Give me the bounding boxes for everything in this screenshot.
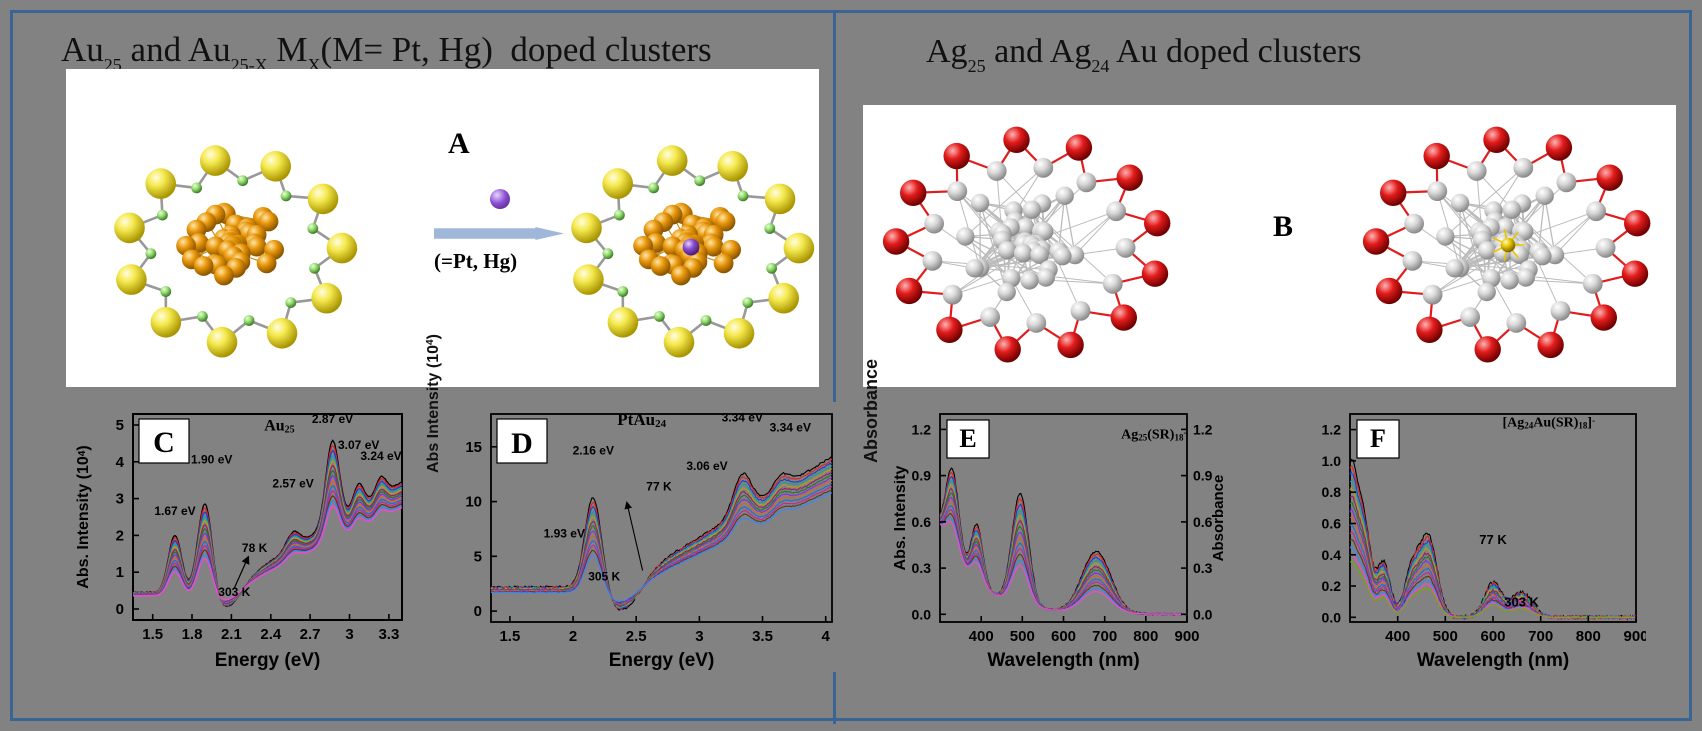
svg-text:2.1: 2.1: [221, 626, 242, 643]
svg-text:2.4: 2.4: [260, 626, 282, 643]
svg-text:700: 700: [1092, 628, 1117, 645]
svg-text:1.2: 1.2: [1193, 421, 1213, 437]
svg-text:Abs. Intensity (104): Abs. Intensity (104): [75, 445, 92, 588]
svg-text:1.0: 1.0: [1322, 453, 1342, 469]
svg-text:0.8: 0.8: [1322, 484, 1342, 500]
svg-text:E: E: [959, 424, 976, 453]
svg-text:3: 3: [345, 626, 353, 643]
svg-text:Abs. Intensity: Abs. Intensity: [894, 465, 909, 570]
svg-text:0: 0: [474, 603, 482, 620]
svg-text:Energy (eV): Energy (eV): [609, 650, 715, 671]
svg-text:0.0: 0.0: [912, 606, 932, 622]
svg-text:4: 4: [116, 454, 125, 471]
svg-text:4: 4: [822, 628, 831, 645]
svg-text:303 K: 303 K: [1504, 594, 1539, 609]
svg-text:800: 800: [1576, 628, 1601, 645]
svg-text:Wavelength (nm): Wavelength (nm): [987, 650, 1139, 671]
svg-text:0: 0: [116, 601, 124, 618]
svg-text:1.93 eV: 1.93 eV: [544, 527, 585, 541]
svg-text:3.34 eV: 3.34 eV: [770, 421, 811, 435]
svg-text:3: 3: [116, 491, 124, 508]
svg-text:2.87 eV: 2.87 eV: [312, 412, 353, 426]
svg-text:Absorbance: Absorbance: [1210, 475, 1227, 562]
svg-text:600: 600: [1051, 628, 1076, 645]
svg-text:Energy (eV): Energy (eV): [215, 650, 321, 671]
svg-text:500: 500: [1010, 628, 1035, 645]
svg-text:3.06 eV: 3.06 eV: [686, 459, 727, 473]
svg-text:Wavelength (nm): Wavelength (nm): [1417, 650, 1569, 671]
svg-text:400: 400: [969, 628, 994, 645]
svg-text:3.5: 3.5: [752, 628, 773, 645]
svg-text:77 K: 77 K: [1479, 532, 1507, 547]
svg-text:77 K: 77 K: [646, 480, 672, 494]
svg-text:700: 700: [1528, 628, 1553, 645]
svg-text:800: 800: [1133, 628, 1158, 645]
svg-text:1.67 eV: 1.67 eV: [154, 504, 195, 518]
svg-text:500: 500: [1433, 628, 1458, 645]
svg-text:305 K: 305 K: [588, 569, 620, 583]
svg-text:78 K: 78 K: [242, 541, 268, 555]
svg-text:0.0: 0.0: [1193, 606, 1213, 622]
svg-text:900: 900: [1174, 628, 1199, 645]
svg-text:5: 5: [474, 548, 482, 565]
svg-text:1.5: 1.5: [142, 626, 163, 643]
svg-text:5: 5: [116, 417, 124, 434]
svg-text:0.2: 0.2: [1322, 578, 1342, 594]
svg-text:0.3: 0.3: [912, 560, 932, 576]
svg-text:15: 15: [465, 439, 482, 456]
svg-text:3: 3: [695, 628, 703, 645]
svg-text:1.90 eV: 1.90 eV: [191, 453, 232, 467]
svg-text:3.34 eV: 3.34 eV: [722, 411, 763, 425]
svg-text:3.24 eV: 3.24 eV: [360, 449, 401, 463]
svg-text:2.5: 2.5: [626, 628, 647, 645]
svg-text:2.7: 2.7: [300, 626, 321, 643]
svg-text:0.6: 0.6: [912, 514, 932, 530]
svg-text:600: 600: [1480, 628, 1505, 645]
svg-text:0.9: 0.9: [912, 468, 932, 484]
svg-text:0.4: 0.4: [1322, 547, 1342, 563]
svg-text:1.2: 1.2: [1322, 422, 1342, 438]
svg-text:10: 10: [465, 494, 482, 511]
svg-text:C: C: [153, 426, 175, 459]
svg-text:2.16 eV: 2.16 eV: [573, 444, 614, 458]
svg-text:0.3: 0.3: [1193, 560, 1213, 576]
svg-text:400: 400: [1385, 628, 1410, 645]
svg-text:2: 2: [116, 527, 124, 544]
svg-text:3.3: 3.3: [378, 626, 399, 643]
svg-text:0.6: 0.6: [1322, 516, 1342, 532]
svg-text:1.8: 1.8: [182, 626, 203, 643]
svg-text:2.57 eV: 2.57 eV: [272, 477, 313, 491]
svg-text:F: F: [1370, 424, 1386, 453]
svg-text:900: 900: [1623, 628, 1646, 645]
svg-text:2: 2: [569, 628, 577, 645]
svg-text:1.2: 1.2: [912, 421, 932, 437]
svg-text:0.0: 0.0: [1322, 609, 1342, 625]
svg-text:1.5: 1.5: [499, 628, 520, 645]
svg-text:1: 1: [116, 564, 124, 581]
svg-text:D: D: [511, 427, 533, 460]
